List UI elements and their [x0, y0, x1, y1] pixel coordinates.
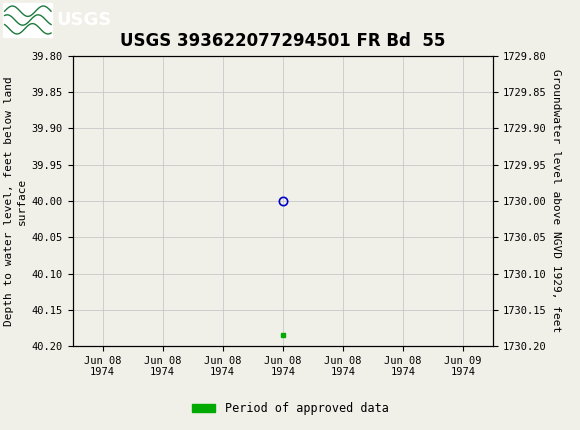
Legend: Period of approved data: Period of approved data [187, 397, 393, 420]
Title: USGS 393622077294501 FR Bd  55: USGS 393622077294501 FR Bd 55 [120, 32, 445, 50]
Bar [3, 3, 52, 37]
Y-axis label: Groundwater level above NGVD 1929, feet: Groundwater level above NGVD 1929, feet [550, 69, 561, 333]
Y-axis label: Depth to water level, feet below land
surface: Depth to water level, feet below land su… [4, 76, 27, 326]
Text: USGS: USGS [57, 11, 112, 29]
